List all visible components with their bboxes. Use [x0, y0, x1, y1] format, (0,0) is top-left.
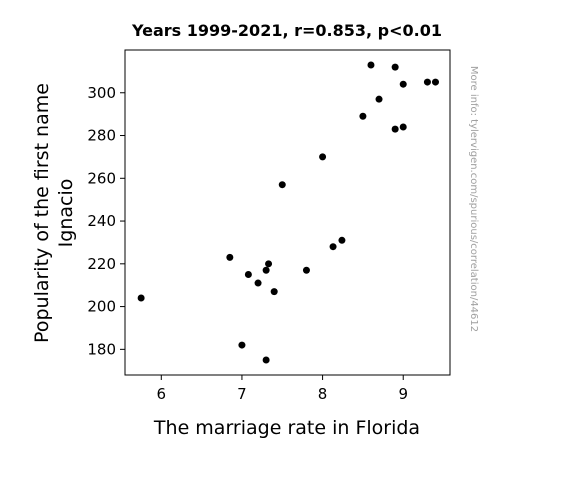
- y-tick-label: 220: [87, 255, 116, 273]
- y-axis: 180 200 220 240 260 280 300: [87, 84, 125, 358]
- y-axis-label-line-2: Ignacio: [55, 179, 77, 248]
- x-tick-label: 7: [237, 385, 247, 403]
- data-point: [262, 356, 270, 364]
- data-point: [278, 181, 286, 189]
- data-point: [265, 260, 273, 268]
- y-tick-label: 200: [87, 298, 116, 316]
- data-point: [319, 153, 327, 161]
- data-point: [391, 63, 399, 71]
- data-point: [375, 95, 383, 103]
- data-point: [244, 271, 252, 279]
- y-tick-label: 240: [87, 212, 116, 230]
- y-axis-label-line-1: Popularity of the first name: [31, 83, 53, 343]
- plot-area: 6 7 8 9 180 200 220 240 260 280 300: [87, 49, 451, 403]
- y-tick-label: 180: [87, 340, 116, 358]
- data-point: [391, 125, 399, 133]
- data-point: [137, 294, 145, 302]
- data-point: [431, 78, 439, 86]
- x-axis-label: The marriage rate in Florida: [153, 417, 420, 439]
- x-tick-label: 6: [157, 385, 167, 403]
- data-point: [367, 61, 375, 69]
- data-point: [302, 266, 310, 274]
- plot-frame: [124, 49, 451, 376]
- x-axis: 6 7 8 9: [157, 375, 408, 403]
- data-point: [270, 288, 278, 296]
- data-point: [399, 80, 407, 88]
- data-point: [423, 78, 431, 86]
- data-point: [338, 236, 346, 244]
- source-note: More info: tylervigen.com/spurious/corre…: [468, 66, 479, 332]
- x-tick-label: 9: [398, 385, 408, 403]
- y-tick-label: 280: [87, 127, 116, 145]
- data-point: [399, 123, 407, 131]
- data-point: [262, 266, 270, 274]
- data-point: [359, 112, 367, 120]
- data-points: [137, 61, 439, 364]
- chart-title: Years 1999-2021, r=0.853, p<0.01: [131, 21, 442, 40]
- data-point: [254, 279, 262, 287]
- data-point: [238, 341, 246, 349]
- data-point: [226, 253, 234, 261]
- y-tick-label: 260: [87, 169, 116, 187]
- x-tick-label: 8: [318, 385, 328, 403]
- data-point: [329, 243, 337, 251]
- y-tick-label: 300: [87, 84, 116, 102]
